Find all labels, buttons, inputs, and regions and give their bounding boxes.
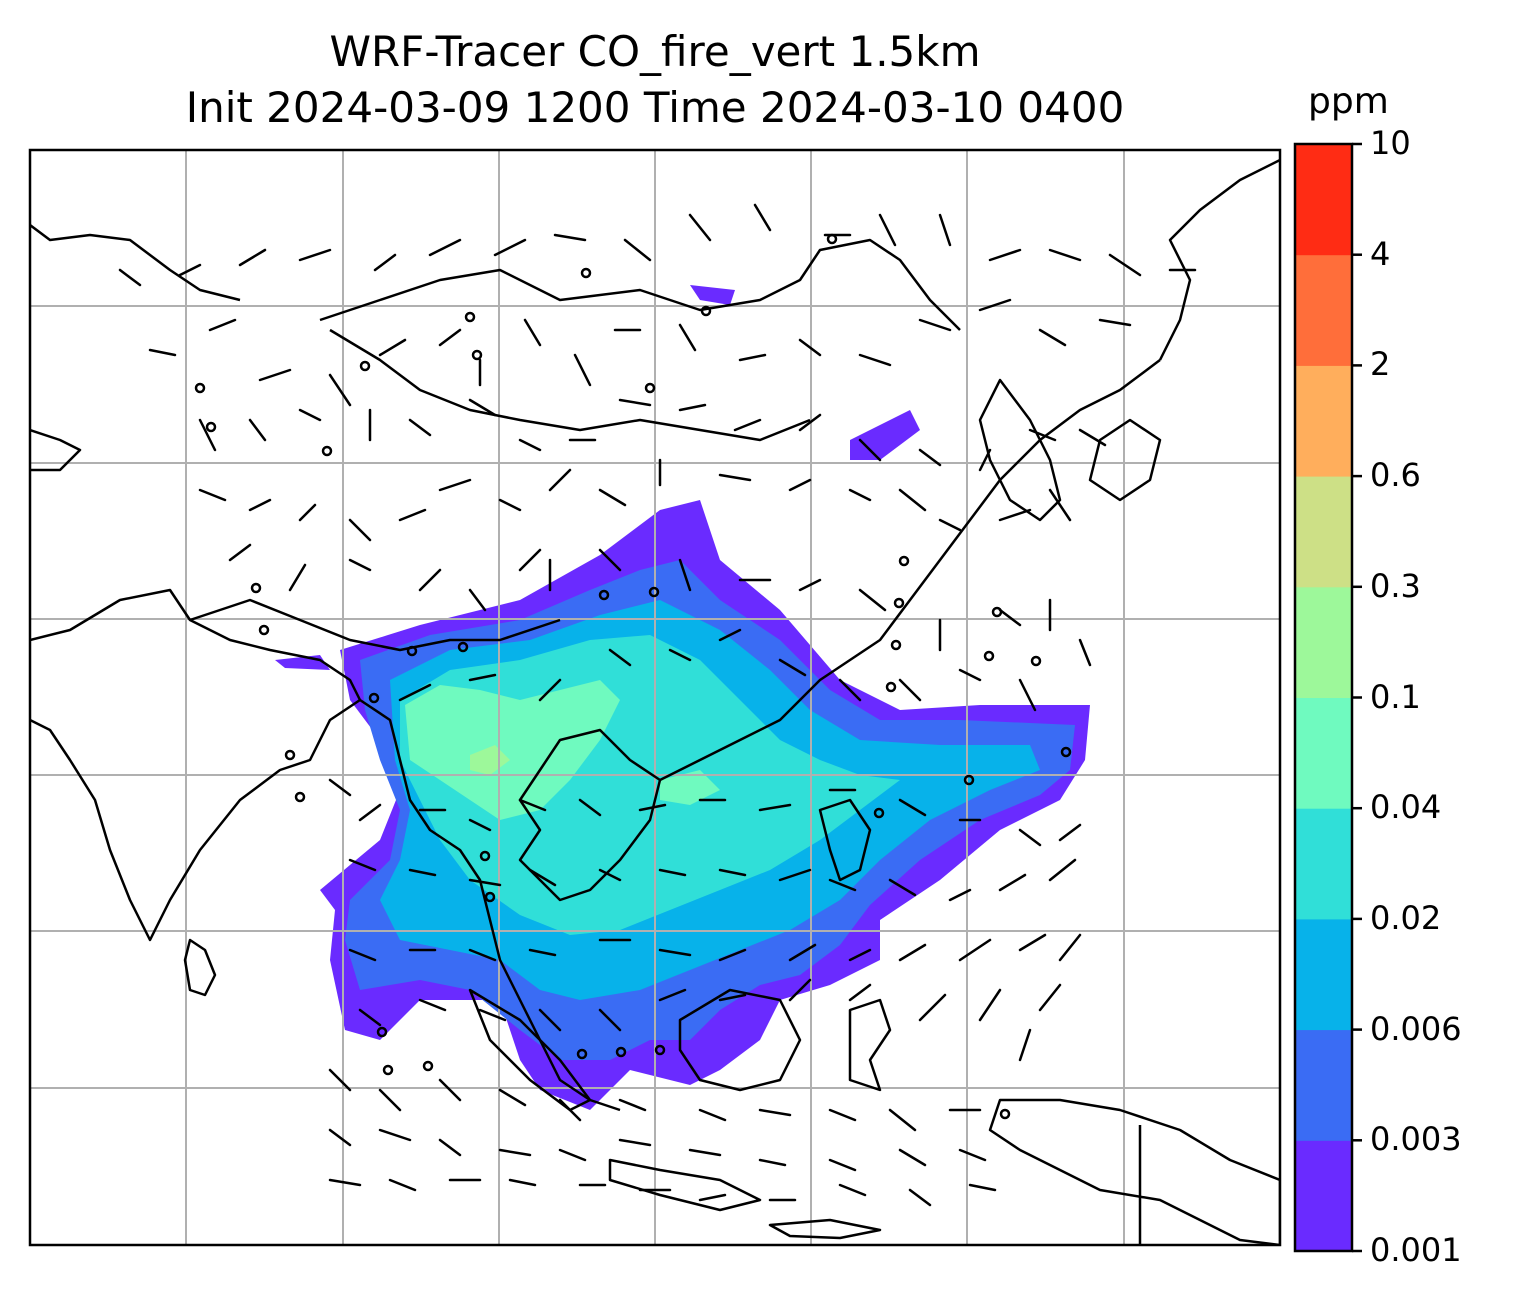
colorbar-tick-label: 0.04 [1370, 788, 1442, 827]
colorbar-segment [1295, 586, 1352, 698]
colorbar-segment [1295, 476, 1352, 588]
coast-japan [1088, 418, 1162, 502]
colorbar-unit: ppm [1308, 81, 1389, 122]
border-mongolia [319, 238, 961, 331]
coast-china-north [1158, 158, 1280, 361]
title-line-1: WRF-Tracer CO_fire_vert 1.5km [329, 27, 981, 76]
plume-0.04-east [660, 770, 720, 805]
title-line-2: Init 2024-03-09 1200 Time 2024-03-10 040… [185, 83, 1125, 132]
coast-arabia [30, 428, 82, 472]
coast-indochina [518, 728, 662, 902]
calm-wind-markers [194, 233, 1072, 1120]
coast-china-south [659, 359, 1161, 782]
coast-java [608, 1158, 762, 1212]
coast-sumatra [468, 988, 592, 1112]
colorbar-segment [1295, 697, 1352, 809]
colorbar-frame [1293, 142, 1354, 1253]
colorbar-tick-label: 0.003 [1370, 1120, 1462, 1159]
colorbar-tick-label: 4 [1370, 234, 1391, 273]
colorbar-segment [1295, 254, 1352, 366]
colorbar-tick-label: 0.1 [1370, 677, 1421, 716]
border-china-west [329, 328, 811, 442]
colorbar-segment [1295, 1140, 1352, 1252]
wind-barbs [118, 203, 1197, 1207]
plume-0.04 [405, 680, 620, 820]
coast-sulawesi [848, 998, 892, 1092]
colorbar-tick-label: 10 [1370, 124, 1411, 162]
colorbar-segment [1295, 918, 1352, 1031]
plume-0.001-nw [690, 285, 735, 305]
coast-middleeast [30, 224, 241, 302]
colorbar-tick-label: 0.6 [1370, 456, 1421, 495]
colorbar-tick-label: 2 [1370, 345, 1391, 384]
colorbar-tick-label: 0.3 [1370, 566, 1421, 605]
coastlines [30, 158, 1280, 1245]
colorbar-tick-label: 0.006 [1370, 1009, 1462, 1048]
border-himalaya [189, 598, 561, 652]
coast-newguinea [988, 1098, 1280, 1245]
colorbar [1295, 142, 1362, 1253]
coast-bay-east [359, 698, 621, 1112]
colorbar-tick-label: 0.001 [1370, 1231, 1462, 1269]
coast-srilanka [183, 938, 217, 997]
colorbar-segment [1295, 1029, 1352, 1141]
colorbar-segment [1295, 365, 1352, 477]
coast-philippines [818, 798, 872, 882]
map-frame [28, 148, 1282, 1247]
coast-india [30, 588, 362, 942]
colorbar-segment [1295, 808, 1352, 920]
coast-borneo [678, 988, 802, 1092]
coast-timor [768, 1218, 882, 1240]
colorbar-tick-label: 0.02 [1370, 898, 1442, 937]
colorbar-segment [1295, 144, 1352, 256]
gridlines [30, 150, 1280, 1245]
